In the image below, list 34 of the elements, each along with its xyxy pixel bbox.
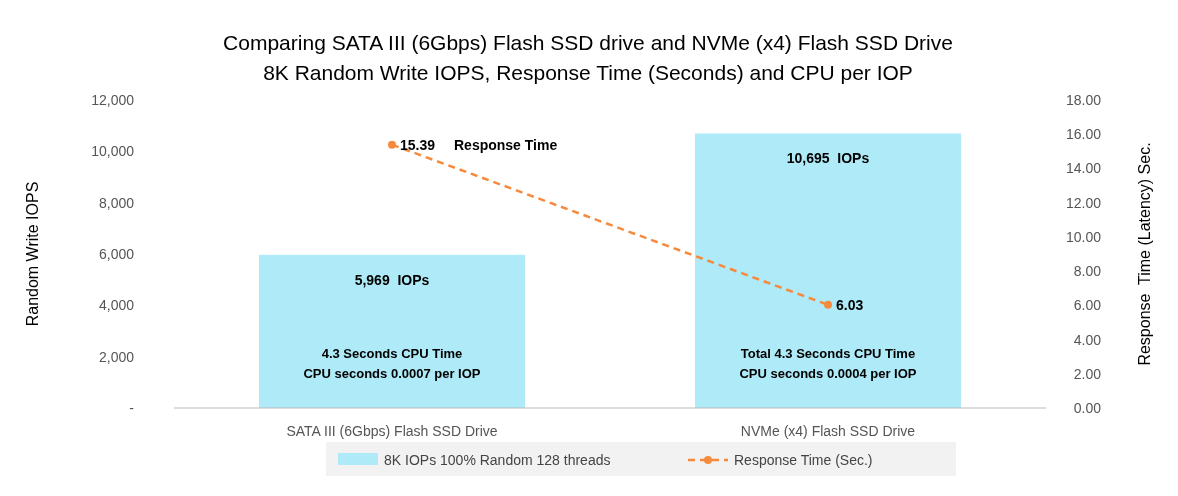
y2-tick-label: 18.00: [1065, 92, 1102, 108]
legend-label: 8K IOPs 100% Random 128 threads: [384, 452, 611, 468]
data-label: 15.39: [400, 136, 436, 153]
y-tick-label: 2,000: [98, 348, 135, 365]
annotation: 4.3 Seconds CPU Time: [321, 346, 463, 361]
data-label: 6.03: [836, 296, 864, 313]
y-tick-label: 4,000: [98, 297, 135, 314]
data-label: 5,969 IOPs: [354, 271, 430, 288]
y2-tick-label: 14.00: [1065, 160, 1102, 177]
annotation: Total 4.3 Seconds CPU Time: [740, 346, 916, 361]
y2-tick-label: 10.00: [1065, 228, 1102, 245]
y-tick-label: 12,000: [91, 92, 135, 108]
x-tick-label: SATA III (6Gbps) Flash SSD Drive: [286, 423, 498, 439]
data-label: 10,695 IOPs: [786, 150, 870, 167]
y-axis-title: Random Write IOPS: [24, 181, 41, 327]
chart-subtitle: 8K Random Write IOPS, Response Time (Seconds) and CPU per IOP: [263, 61, 913, 84]
annotation: Response Time: [454, 137, 558, 153]
legend-label: Response Time (Sec.): [734, 452, 873, 468]
x-tick-label: NVMe (x4) Flash SSD Drive: [740, 423, 916, 439]
annotation: CPU seconds 0.0007 per IOP: [303, 366, 481, 381]
y-tick-label: -: [129, 400, 135, 416]
y2-tick-label: 6.00: [1073, 297, 1102, 314]
chart-title: Comparing SATA III (6Gbps) Flash SSD drive and NVMe (x4) Flash SSD Drive: [223, 31, 953, 54]
y-tick-label: 6,000: [98, 246, 135, 262]
annotation: CPU seconds 0.0004 per IOP: [739, 366, 917, 381]
y2-axis-title: Response Time (Latency) Sec.: [1136, 142, 1153, 366]
y2-tick-label: 8.00: [1073, 263, 1102, 280]
y2-tick-label: 12.00: [1065, 194, 1102, 211]
y2-tick-label: 4.00: [1073, 331, 1102, 348]
y2-tick-label: 16.00: [1065, 126, 1102, 143]
y-tick-label: 10,000: [91, 143, 135, 160]
y2-tick-label: 0.00: [1073, 400, 1102, 416]
y-tick-label: 8,000: [98, 194, 135, 211]
y2-tick-label: 2.00: [1073, 365, 1102, 382]
